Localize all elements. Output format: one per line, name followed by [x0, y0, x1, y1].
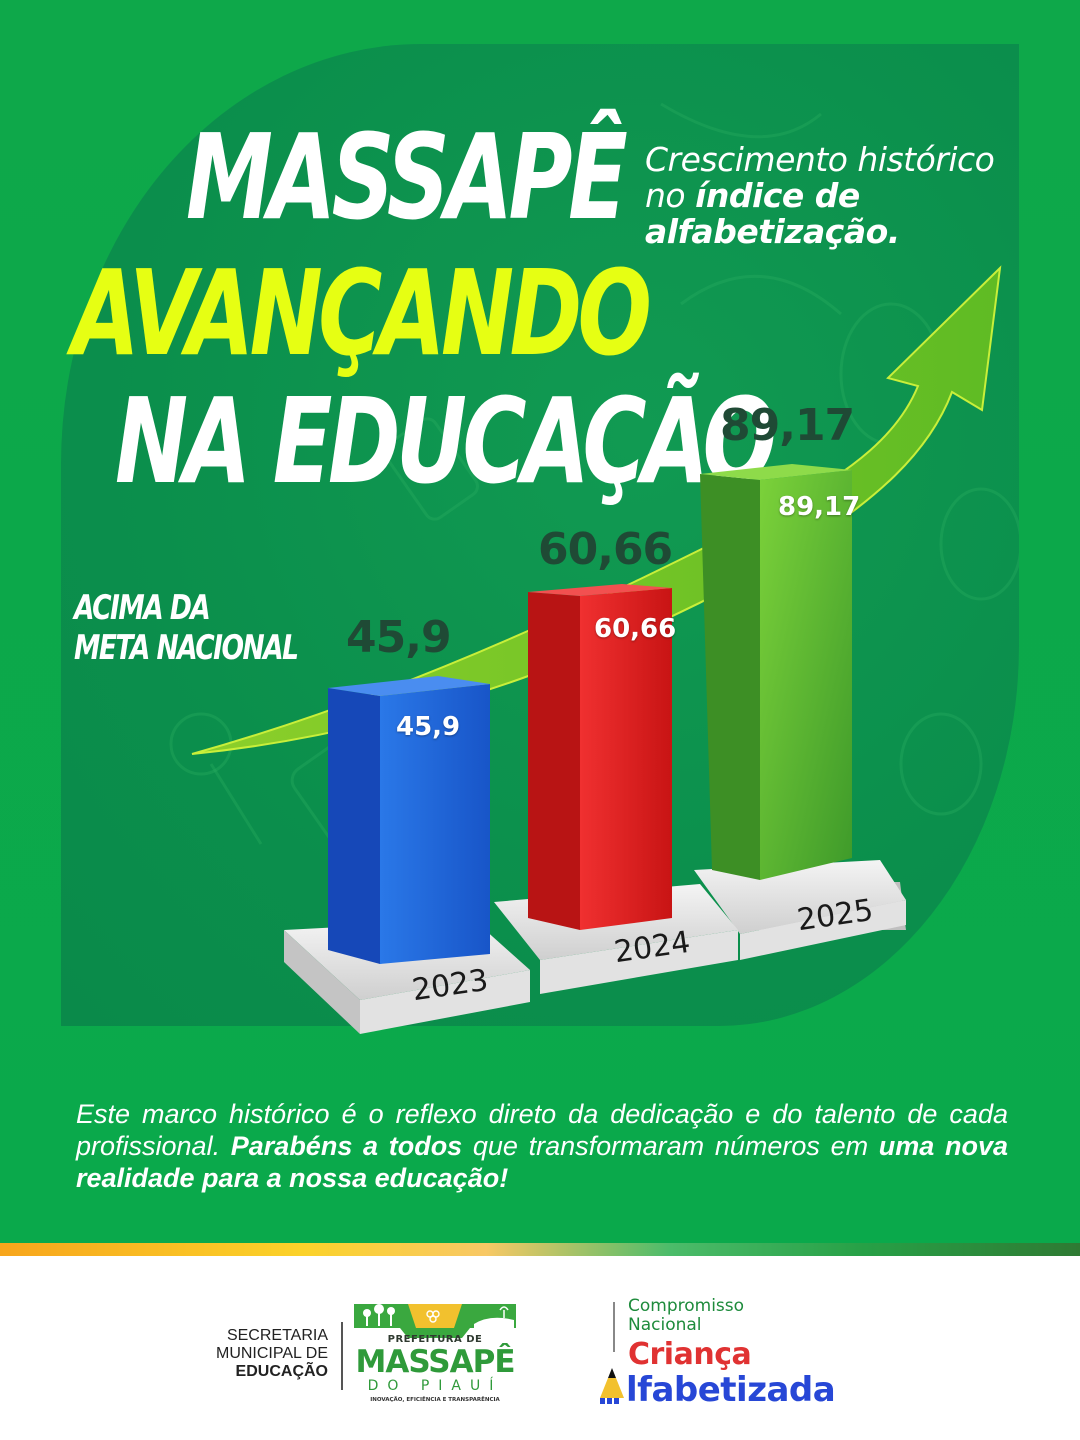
field-icon [474, 1317, 514, 1328]
prefeitura-state: DO PIAUÍ [367, 1378, 503, 1394]
compromisso-nacional-label: Compromisso Nacional [628, 1296, 745, 1335]
secretaria-educacao-logo: SECRETARIA MUNICIPAL DE EDUCAÇÃO [215, 1327, 328, 1380]
footer [0, 1256, 1080, 1440]
title-avancando: AVANÇANDO [72, 244, 652, 382]
value-label-2023-top: 45,9 [346, 612, 452, 663]
crianca-label: Criança [628, 1337, 752, 1372]
prefeitura-name: MASSAPÊ [355, 1344, 516, 1380]
honeycomb-icon [426, 1310, 440, 1323]
pencil-icon [600, 1368, 624, 1404]
above-national-goal-badge: ACIMA DA META NACIONAL [74, 588, 299, 668]
title-na-educacao: NA EDUCAÇÃO [115, 372, 777, 510]
value-label-2025-bar: 89,17 [778, 492, 861, 522]
gradient-stripe [0, 1243, 1080, 1256]
bar-2024 [494, 584, 738, 994]
prefeitura-tagline: INOVAÇÃO, EFICIÊNCIA E TRANSPARÊNCIA [370, 1397, 500, 1403]
palm-tree-icon [363, 1304, 395, 1326]
logo-divider [341, 1322, 343, 1390]
title-massape: MASSAPÊ [186, 108, 628, 246]
value-label-2023-bar: 45,9 [396, 712, 461, 742]
value-label-2024-top: 60,66 [538, 524, 673, 575]
value-label-2025-top: 89,17 [720, 400, 855, 451]
bar-2023 [284, 676, 530, 1034]
congratulations-message: Este marco histórico é o reflexo direto … [76, 1099, 1008, 1193]
subtitle-emphasis: índice de alfabetização. [645, 176, 900, 251]
bar-chart [191, 265, 1002, 1034]
sprout-icon [499, 1306, 509, 1318]
value-label-2024-bar: 60,66 [594, 614, 677, 644]
alfabetizada-label: lfabetizada [626, 1370, 836, 1410]
prefeitura-massape-logo [354, 1304, 516, 1338]
subtitle: Crescimento histórico no índice de alfab… [645, 140, 995, 251]
prefeitura-label: PREFEITURA DE [387, 1334, 483, 1345]
logo-divider-2 [613, 1302, 615, 1352]
bar-2025 [694, 464, 906, 960]
